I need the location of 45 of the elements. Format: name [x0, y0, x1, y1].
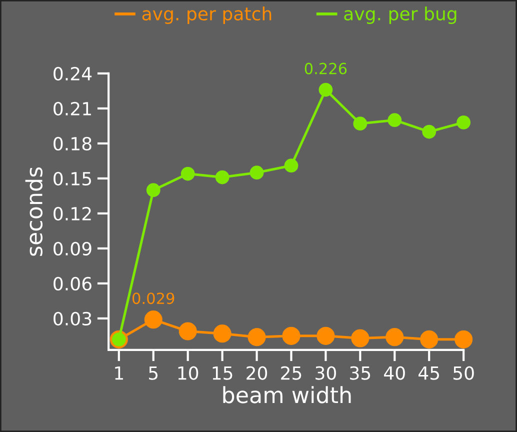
y-tick-label: 0.18 — [54, 136, 92, 151]
y-tick-label: 0.15 — [54, 172, 92, 186]
point — [351, 329, 370, 348]
point — [178, 322, 197, 340]
point — [213, 324, 232, 343]
point — [144, 310, 162, 329]
x-tick-label: 10 — [178, 366, 198, 380]
x-axis-title: beam width — [223, 386, 351, 404]
y-tick-label: 0.06 — [54, 276, 92, 291]
x-tick-label: 15 — [212, 366, 232, 380]
x-tick-label: 5 — [149, 366, 158, 380]
annotation: 0.029 — [132, 292, 174, 304]
x-tick-label: 25 — [281, 366, 302, 380]
y-axis-title: seconds — [25, 167, 43, 256]
point — [422, 124, 436, 139]
x-tick-label: 1 — [115, 366, 123, 380]
point — [318, 82, 333, 97]
y-tick-label: 0.09 — [54, 242, 92, 256]
x-tick-label: 35 — [350, 366, 370, 380]
x-tick-label: 30 — [316, 366, 336, 380]
point — [316, 326, 335, 345]
y-tick-label: 0.12 — [54, 206, 91, 221]
point — [282, 326, 300, 345]
x-tick-label: 50 — [453, 366, 474, 380]
legend-label: avg. per bug — [344, 6, 456, 24]
point — [215, 170, 230, 184]
legend-label: avg. per patch — [142, 6, 272, 24]
point — [456, 115, 471, 130]
y-tick-label: 0.21 — [54, 102, 91, 116]
point — [420, 330, 438, 348]
point — [388, 113, 402, 128]
point — [386, 328, 404, 346]
point — [250, 166, 264, 180]
x-tick-label: 40 — [384, 366, 405, 380]
point — [353, 116, 368, 131]
point — [284, 158, 298, 173]
x-tick-label: 20 — [246, 366, 268, 380]
y-tick-label: 0.24 — [54, 66, 92, 81]
x-tick-label: 45 — [418, 366, 440, 380]
point — [180, 166, 195, 181]
y-tick-label: 0.03 — [54, 312, 92, 326]
point — [454, 330, 473, 348]
point — [146, 183, 160, 198]
point — [248, 328, 266, 346]
annotation: 0.226 — [304, 62, 347, 74]
